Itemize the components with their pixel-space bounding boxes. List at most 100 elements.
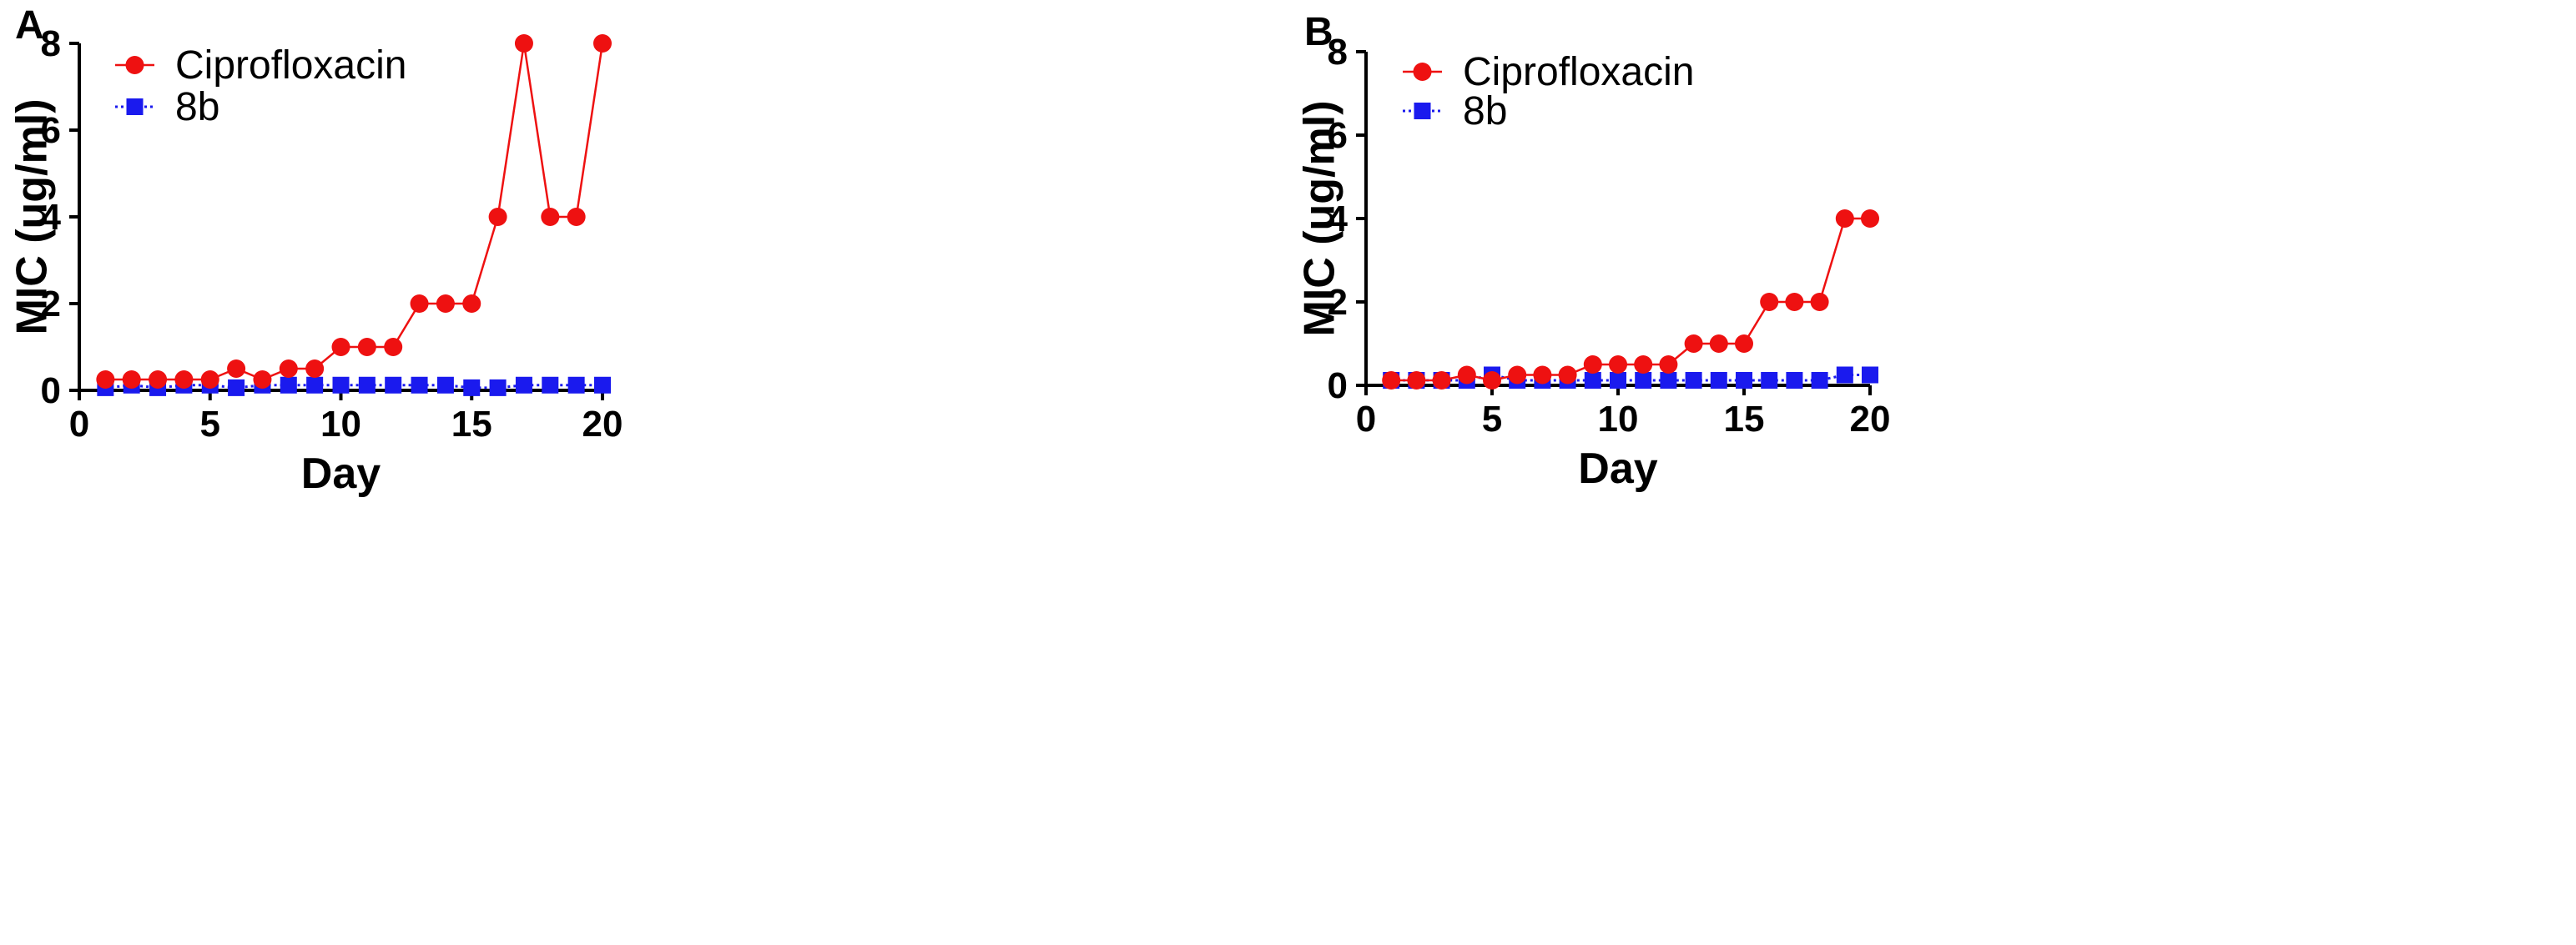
data-point-8b: [463, 379, 481, 396]
data-point-ciprofloxacin: [357, 338, 376, 356]
data-point-ciprofloxacin: [462, 294, 481, 313]
data-point-ciprofloxacin: [227, 359, 246, 378]
data-point-ciprofloxacin: [1558, 365, 1577, 385]
data-point-8b: [594, 376, 611, 394]
x-tick-label: 15: [1724, 399, 1765, 440]
data-point-ciprofloxacin: [1810, 293, 1829, 311]
data-point-ciprofloxacin: [1709, 334, 1728, 353]
data-point-8b: [1584, 372, 1601, 389]
legend-label: Ciprofloxacin: [175, 43, 406, 88]
data-point-ciprofloxacin: [488, 208, 507, 226]
data-point-ciprofloxacin: [1609, 355, 1627, 374]
y-tick-label: 0: [1328, 365, 1348, 406]
legend-label: 8b: [1463, 89, 1507, 133]
data-point-8b: [306, 376, 324, 394]
data-point-8b: [332, 376, 350, 394]
data-point-ciprofloxacin: [1533, 365, 1552, 385]
data-point-ciprofloxacin: [1659, 355, 1678, 374]
data-point-8b: [280, 376, 297, 394]
data-point-ciprofloxacin: [1785, 293, 1804, 311]
data-point-ciprofloxacin: [1634, 355, 1653, 374]
chart-panel-a: A 0 5 10 15 20 0 2 4 6 8 Day MIC (ug/ml) Ciprofloxaci…: [8, 3, 623, 498]
data-point-8b: [489, 379, 507, 396]
data-point-8b: [515, 376, 532, 394]
data-point-ciprofloxacin: [305, 359, 325, 378]
legend-marker-8b: [1414, 103, 1431, 119]
data-point-ciprofloxacin: [1382, 371, 1401, 390]
y-tick-label: 2: [1328, 282, 1348, 323]
panel-label: A: [15, 3, 44, 48]
data-point-8b: [1811, 372, 1828, 389]
data-point-ciprofloxacin: [1861, 209, 1879, 228]
data-point-8b: [542, 376, 559, 394]
x-tick-label: 20: [1850, 399, 1891, 440]
y-tick-label: 2: [41, 284, 61, 324]
x-axis-title: Day: [1578, 445, 1657, 493]
x-tick-label: 10: [1598, 399, 1639, 440]
panel-label: B: [1304, 10, 1333, 54]
x-tick-label: 0: [1356, 399, 1376, 440]
data-point-ciprofloxacin: [279, 359, 298, 378]
legend-label: 8b: [175, 85, 219, 129]
y-tick-label: 8: [41, 23, 61, 64]
data-point-ciprofloxacin: [1483, 371, 1501, 390]
data-point-ciprofloxacin: [567, 208, 586, 226]
data-point-8b: [567, 376, 585, 394]
chart-a-svg: A 0 5 10 15 20 0 2 4 6 8 Day MIC (ug/ml) Ciprofloxaci…: [8, 3, 623, 498]
legend-marker-ciprofloxacin: [1413, 63, 1432, 81]
data-point-ciprofloxacin: [96, 370, 115, 389]
series-line-8b: [1391, 373, 1870, 382]
legend-marker-8b: [126, 98, 144, 115]
data-point-8b: [1736, 372, 1752, 389]
data-point-ciprofloxacin: [1432, 371, 1451, 390]
data-point-ciprofloxacin: [253, 370, 272, 389]
data-point-ciprofloxacin: [436, 294, 455, 313]
data-point-8b: [1610, 372, 1626, 389]
data-point-ciprofloxacin: [514, 34, 533, 53]
data-point-ciprofloxacin: [384, 338, 403, 356]
data-point-ciprofloxacin: [149, 370, 168, 389]
y-tick-label: 4: [41, 197, 62, 238]
x-tick-label: 5: [200, 404, 220, 445]
chart-b-svg: B 0 5 10 15 20 0 2 4 6 8 Day MIC (ug/ml) Ciprofloxaci…: [1296, 10, 1891, 493]
chart-panel-b: B 0 5 10 15 20 0 2 4 6 8 Day MIC (ug/ml) Ciprofloxaci…: [1288, 0, 2575, 945]
data-point-8b: [436, 376, 454, 394]
data-point-ciprofloxacin: [331, 338, 350, 356]
data-point-8b: [1786, 372, 1803, 389]
data-point-ciprofloxacin: [174, 370, 194, 389]
data-point-8b: [411, 376, 428, 394]
data-point-ciprofloxacin: [1583, 355, 1602, 374]
y-axis-title: MIC (ug/ml): [1296, 100, 1344, 336]
legend-label: Ciprofloxacin: [1463, 50, 1694, 94]
data-point-ciprofloxacin: [1760, 293, 1779, 311]
data-point-8b: [1761, 372, 1778, 389]
data-point-8b: [228, 379, 245, 396]
x-tick-label: 20: [582, 404, 623, 445]
data-point-ciprofloxacin: [200, 370, 219, 389]
data-point-ciprofloxacin: [1684, 334, 1703, 353]
x-tick-label: 15: [451, 404, 492, 445]
data-point-ciprofloxacin: [593, 34, 612, 53]
data-point-ciprofloxacin: [410, 294, 429, 313]
data-point-8b: [1862, 366, 1878, 384]
data-point-8b: [1836, 366, 1853, 384]
data-point-ciprofloxacin: [122, 370, 141, 389]
y-tick-label: 4: [1328, 199, 1348, 239]
data-point-ciprofloxacin: [1735, 334, 1753, 353]
data-point-ciprofloxacin: [1457, 365, 1476, 385]
data-point-8b: [385, 376, 402, 394]
y-axis-title: MIC (ug/ml): [8, 98, 57, 334]
x-tick-label: 0: [69, 404, 89, 445]
x-tick-label: 5: [1482, 399, 1502, 440]
y-tick-label: 0: [41, 370, 61, 411]
y-tick-label: 8: [1328, 32, 1348, 73]
x-axis-title: Day: [301, 450, 381, 498]
legend-marker-ciprofloxacin: [125, 56, 144, 74]
data-point-ciprofloxacin: [541, 208, 560, 226]
y-tick-label: 6: [41, 110, 61, 151]
data-point-8b: [1660, 372, 1677, 389]
data-point-ciprofloxacin: [1508, 365, 1527, 385]
y-tick-label: 6: [1328, 115, 1348, 156]
data-point-8b: [1685, 372, 1702, 389]
data-point-8b: [358, 376, 376, 394]
